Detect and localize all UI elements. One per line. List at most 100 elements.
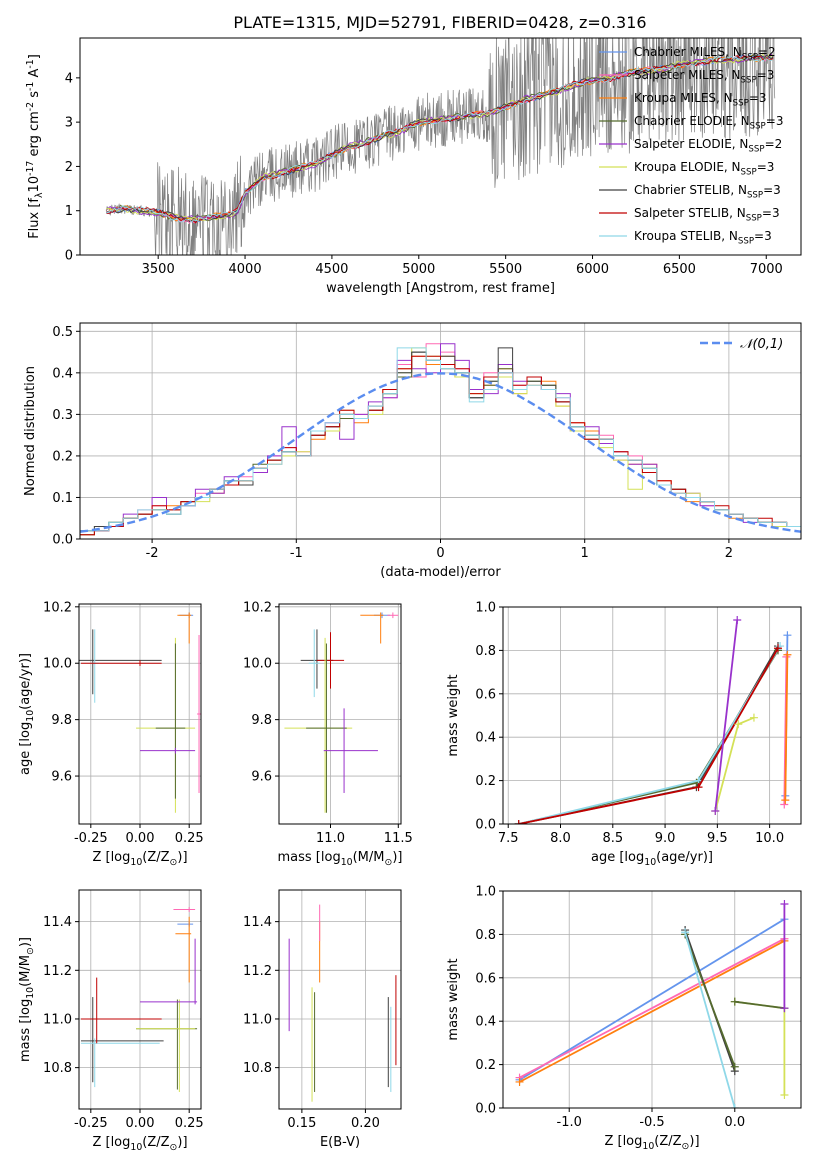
- legend: Chabrier MILES, NSSP​=2 Salpeter MILES, N…: [599, 45, 783, 247]
- plot-area-age-vs-mass: [284, 612, 399, 813]
- x-tick-label: -0.25: [74, 1116, 108, 1131]
- y-tick-label: 11.0: [43, 1012, 72, 1027]
- legend-label: 𝒩(0,1): [740, 337, 783, 352]
- x-tick-label: 0.15: [287, 1116, 316, 1131]
- y-tick-label: 0.3: [52, 408, 73, 423]
- x-tick-label: 0: [436, 546, 444, 561]
- model-line-kroupa-stelib: [105, 55, 774, 223]
- x-tick-label: 8.5: [602, 831, 623, 846]
- x-tick-label: 8.0: [550, 831, 571, 846]
- weight-marker: [783, 650, 792, 659]
- errorbar-point: [197, 635, 201, 793]
- plot-area-spectrum: [105, 38, 776, 255]
- legend-label: Kroupa STELIB, NSSP​=3: [634, 229, 772, 247]
- legend-label: Chabrier STELIB, NSSP​=3: [634, 183, 781, 201]
- weight-line-salpeter-elodie: [714, 619, 739, 812]
- y-tick-label: 3: [65, 116, 73, 131]
- x-tick-label: 0.25: [175, 1116, 204, 1131]
- weight-line-chabrier-miles: [519, 918, 785, 1081]
- panel-weight-vs-age: 7.5 8.0 8.5 9.0 9.5 10.0 0.0 0.2 0.4 0.6 0.8 1.0 age…: [446, 601, 802, 868]
- weight-line-salpeter-miles: [783, 656, 788, 805]
- y-tick-label: 10.8: [243, 1061, 272, 1076]
- x-axis-label: (data-model)/error: [380, 565, 501, 580]
- weight-marker: [730, 997, 739, 1006]
- y-tick-label: 9.6: [51, 770, 72, 785]
- legend-label: Kroupa ELODIE, NSSP​=3: [634, 160, 774, 178]
- normal-curve: [80, 372, 801, 533]
- y-tick-label: 10.2: [243, 600, 272, 615]
- errorbar-point: [284, 637, 353, 813]
- y-tick-label: 0.0: [52, 533, 73, 548]
- panel-residuals: 𝒩(0,1) -2 -1 0 1 2 0.0 0.1 0.2 0.3 0.4 0.5 (data-mod…: [23, 322, 802, 580]
- errorbar-point: [306, 643, 347, 813]
- y-tick-label: 4: [65, 71, 73, 86]
- y-tick-label: 11.2: [43, 964, 72, 979]
- errorbar-point: [140, 747, 196, 754]
- x-tick-label: -0.25: [74, 831, 108, 846]
- x-tick-label: -1.0: [557, 1115, 582, 1130]
- y-tick-label: 9.8: [251, 713, 272, 728]
- y-tick-label: 0.4: [52, 366, 73, 381]
- legend-label: Chabrier MILES, NSSP​=2: [634, 45, 776, 63]
- panel-spectrum: Chabrier MILES, NSSP​=2 Salpeter MILES, N…: [25, 37, 802, 296]
- y-axis-label: Flux [fλ​10-17​ erg cm-2​ s-1​ A-1​]: [25, 54, 45, 239]
- panel-age-vs-mass: 11.0 11.5 9.6 9.8 10.0 10.2 mass [log10​(M/M⊙​…: [243, 600, 413, 868]
- weight-marker: [749, 713, 758, 722]
- x-axis-label: Z [log10​(Z/Z⊙​)]: [604, 1134, 699, 1152]
- y-tick-label: 0.4: [475, 1015, 496, 1030]
- x-tick-label: 3500: [142, 262, 175, 277]
- y-tick-label: 11.2: [243, 964, 272, 979]
- plot-area-weight-vs-age: [514, 616, 792, 824]
- x-tick-label: 11.0: [316, 831, 345, 846]
- y-axis-label: age [log10​(age/yr)]: [18, 653, 36, 775]
- weight-marker: [734, 720, 743, 729]
- y-tick-label: 1.0: [475, 885, 496, 900]
- x-tick-label: 0.00: [126, 1116, 155, 1131]
- x-tick-label: 0.0: [724, 1115, 745, 1130]
- y-tick-label: 11.4: [43, 915, 72, 930]
- weight-marker: [781, 796, 790, 805]
- x-tick-label: 2: [725, 546, 733, 561]
- y-tick-label: 0.1: [52, 491, 73, 506]
- y-tick-label: 9.6: [251, 770, 272, 785]
- x-axis-label: Z [log10​(Z/Z⊙​)]: [92, 850, 187, 868]
- x-tick-label: 5500: [489, 262, 522, 277]
- y-tick-label: 10.0: [43, 657, 72, 672]
- y-axis-label: mass weight: [446, 674, 461, 756]
- axes-frame: [502, 606, 802, 825]
- x-tick-label: 4500: [315, 262, 348, 277]
- y-tick-label: 10.8: [43, 1061, 72, 1076]
- axes-frame: [278, 889, 402, 1110]
- weight-marker: [711, 806, 720, 815]
- legend: 𝒩(0,1): [700, 337, 783, 352]
- y-tick-label: 0.2: [52, 449, 73, 464]
- weight-marker: [515, 1077, 524, 1086]
- errorbar-point: [360, 612, 384, 644]
- weight-marker: [694, 783, 703, 792]
- y-tick-label: 0.2: [475, 1058, 496, 1073]
- errorbar-point: [173, 907, 196, 912]
- y-tick-label: 0.8: [475, 928, 496, 943]
- plot-area-mass-vs-Z: [80, 907, 198, 1092]
- y-tick-label: 0.0: [475, 818, 496, 833]
- errorbar-point: [155, 643, 186, 799]
- errorbar-point: [79, 629, 162, 695]
- weight-marker: [780, 1090, 789, 1099]
- errorbar-point: [323, 708, 378, 793]
- weight-marker: [780, 800, 789, 809]
- weight-marker: [730, 1062, 739, 1071]
- errorbar-point: [136, 999, 198, 1090]
- y-tick-label: 0.6: [475, 971, 496, 986]
- x-axis-label: Z [log10​(Z/Z⊙​)]: [92, 1135, 187, 1153]
- y-tick-label: 11.4: [243, 915, 272, 930]
- y-tick-label: 9.8: [51, 713, 72, 728]
- plot-area-age-vs-Z: [79, 612, 201, 813]
- y-tick-label: 0.0: [475, 1102, 496, 1117]
- weight-marker: [783, 631, 792, 640]
- weight-marker: [782, 652, 791, 661]
- plot-area-mass-vs-EBV: [288, 904, 397, 1102]
- x-tick-label: 6500: [663, 262, 696, 277]
- errorbar-point: [80, 660, 162, 667]
- weight-marker: [780, 1004, 789, 1013]
